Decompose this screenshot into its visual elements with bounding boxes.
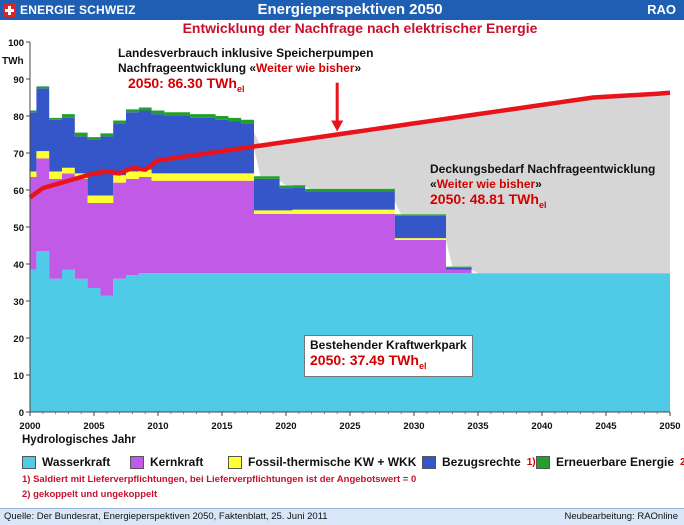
existing-annotation: Bestehender Kraftwerkpark 2050: 37.49 TW… (304, 335, 473, 377)
brand: ENERGIE SCHWEIZ (0, 0, 136, 20)
legend-note-bezugsrechte: 1) (526, 456, 536, 468)
x-tick-label-2020: 2020 (275, 421, 296, 432)
y-tick-label-70: 70 (13, 149, 24, 160)
x-tick-label-2015: 2015 (211, 421, 233, 432)
demand-line2-prefix: Nachfrageentwicklung « (118, 61, 257, 75)
chart-title: Entwicklung der Nachfrage nach elektrisc… (182, 20, 538, 36)
legend: Wasserkraft Kernkraft Fossil-thermische … (22, 455, 684, 473)
y-tick-label-60: 60 (13, 186, 24, 197)
demand-value-unit: el (236, 83, 245, 94)
coverage-line2-prefix: « (430, 177, 437, 191)
footnote-1: 1) Saldiert mit Lieferverpflichtungen, b… (22, 474, 417, 485)
legend-swatch-fossil (228, 455, 242, 469)
footer-source: Quelle: Der Bundesrat, Energieperspektiv… (4, 511, 328, 522)
x-axis-title: Hydrologisches Jahr (22, 434, 136, 446)
footer-credit: Neubearbeitung: RAOnline (564, 511, 678, 522)
demand-annotation-line1: Landesverbrauch inklusive Speicherpumpen (118, 46, 374, 60)
brand-label: ENERGIE SCHWEIZ (20, 3, 136, 17)
legend-swatch-bezugsrechte (422, 455, 436, 469)
coverage-line2-suffix: » (535, 177, 542, 191)
existing-value-label: 2050: 37.49 TWh (310, 352, 419, 368)
x-tick-label-2005: 2005 (83, 421, 105, 432)
area-bezugsrechte (30, 88, 670, 274)
coverage-value-label: 2050: 48.81 TWh (430, 191, 539, 207)
x-tick-label-2025: 2025 (339, 421, 361, 432)
legend-swatch-wasserkraft (22, 455, 36, 469)
existing-annotation-line1: Bestehender Kraftwerkpark (310, 338, 467, 352)
y-tick-label-80: 80 (13, 112, 24, 123)
footer-bar (0, 508, 684, 525)
demand-line2-suffix: » (354, 61, 362, 75)
demand-annotation: Landesverbrauch inklusive Speicherpumpen… (118, 46, 373, 97)
coverage-gap-area (30, 86, 670, 274)
coverage-annotation-line1: Deckungsbedarf Nachfrageentwicklung (430, 162, 656, 176)
coverage-line2-highlight: Weiter wie bisher (436, 177, 536, 191)
swiss-flag-icon (3, 3, 16, 17)
legend-swatch-kernkraft (130, 455, 144, 469)
legend-item-wasserkraft: Wasserkraft (22, 455, 110, 469)
legend-label-fossil: Fossil-thermische KW + WKK (248, 455, 417, 469)
existing-value: 2050: 37.49 TWhel (310, 353, 467, 374)
y-tick-label-50: 50 (13, 223, 24, 234)
demand-arrow-head (331, 120, 344, 132)
y-tick-label-90: 90 (13, 75, 24, 86)
demand-value-label: 2050: 86.30 TWh (128, 75, 237, 91)
coverage-annotation-line2: «Weiter wie bisher» (430, 177, 655, 192)
legend-item-kernkraft: Kernkraft (130, 455, 203, 469)
y-axis-title: TWh (2, 56, 24, 67)
area-fossil-thermische-kw-wkk (30, 151, 670, 274)
legend-item-bezugsrechte: Bezugsrechte 1) (422, 455, 536, 469)
legend-item-erneuerbare: Erneuerbare Energie 2) (536, 455, 684, 469)
coverage-annotation: Deckungsbedarf Nachfrageentwicklung «Wei… (430, 162, 655, 213)
legend-item-fossil: Fossil-thermische KW + WKK (228, 455, 416, 469)
y-tick-label-30: 30 (13, 297, 24, 308)
x-tick-label-2000: 2000 (19, 421, 40, 432)
legend-note-erneuerbare: 2) (680, 456, 684, 468)
existing-value-unit: el (418, 360, 427, 371)
area-wasserkraft (30, 251, 670, 412)
coverage-value-unit: el (538, 199, 547, 210)
area-kernkraft (30, 158, 670, 296)
y-tick-label-100: 100 (8, 38, 24, 49)
legend-label-bezugsrechte: Bezugsrechte (442, 455, 521, 469)
header-title: Energieperspektiven 2050 (257, 1, 443, 18)
demand-value: 2050: 86.30 TWhel (118, 76, 373, 97)
y-tick-label-10: 10 (13, 371, 24, 382)
x-tick-label-2030: 2030 (403, 421, 424, 432)
x-tick-label-2040: 2040 (531, 421, 552, 432)
x-tick-label-2050: 2050 (659, 421, 680, 432)
y-tick-label-0: 0 (19, 408, 24, 419)
legend-swatch-erneuerbare (536, 455, 550, 469)
legend-label-kernkraft: Kernkraft (150, 455, 204, 469)
y-tick-label-40: 40 (13, 260, 24, 271)
header-bar (0, 0, 684, 20)
demand-line2-highlight: Weiter wie bisher (256, 61, 355, 75)
demand-annotation-line2: Nachfrageentwicklung «Weiter wie bisher» (118, 61, 373, 76)
x-tick-label-2045: 2045 (595, 421, 617, 432)
x-tick-label-2010: 2010 (147, 421, 168, 432)
header-corner-label: RAO (647, 2, 676, 17)
y-tick-label-20: 20 (13, 334, 24, 345)
footnote-2: 2) gekoppelt und ungekoppelt (22, 489, 158, 500)
legend-label-wasserkraft: Wasserkraft (42, 455, 111, 469)
x-tick-label-2035: 2035 (467, 421, 489, 432)
legend-label-erneuerbare: Erneuerbare Energie (556, 455, 675, 469)
demand-line (28, 90, 671, 200)
coverage-value: 2050: 48.81 TWhel (430, 192, 655, 213)
